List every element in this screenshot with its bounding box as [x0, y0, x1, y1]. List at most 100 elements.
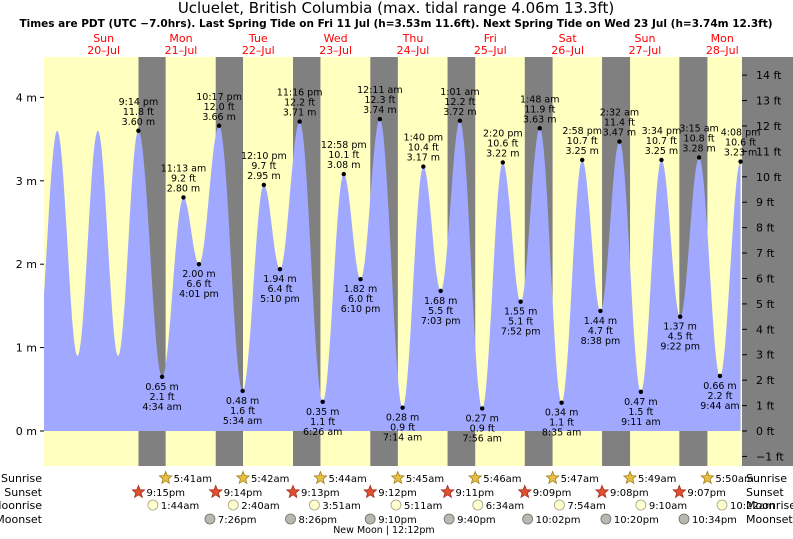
sunrise-event: 5:45am: [390, 470, 444, 485]
moonset-time: 10:20pm: [614, 515, 659, 526]
tide-label-line: 1.1 ft: [549, 418, 574, 429]
tide-label-line: 10.4 ft: [408, 143, 439, 154]
day-date: 23–Jul: [319, 44, 352, 57]
sunset-icon: [363, 484, 378, 499]
tide-label-line: 9:22 pm: [660, 342, 700, 353]
tide-label-line: 3.71 m: [283, 108, 316, 119]
tide-label-line: 6:26 am: [303, 427, 342, 438]
moonset-icon: [204, 513, 216, 525]
tide-dot: [136, 128, 141, 133]
tide-label-line: 11:13 am: [161, 163, 206, 174]
day-name: Thu: [402, 32, 424, 45]
sunset-event: 9:11pm: [440, 484, 494, 499]
tide-label-line: 6.4 ft: [267, 284, 292, 295]
tide-label-line: 3.25 m: [645, 146, 678, 157]
moonrise-time: 2:40am: [241, 501, 279, 512]
tide-label-line: 10.1 ft: [328, 150, 359, 161]
tide-label-line: 0.27 m: [465, 413, 498, 424]
right-tick-label: 5 ft: [756, 298, 775, 311]
right-tick-label: −1 ft: [756, 450, 784, 463]
high-tide-point: 11:13 am9.2 ft2.80 m: [161, 163, 206, 200]
low-tide-point: 0.48 m1.6 ft5:34 am: [223, 388, 262, 427]
low-tide-point: 1.94 m6.4 ft5:10 pm: [260, 267, 300, 305]
day-date: 25–Jul: [474, 44, 507, 57]
right-tick-label: 2 ft: [756, 374, 775, 387]
tide-dot: [537, 126, 542, 131]
sunset-icon: [208, 484, 223, 499]
tide-label-line: 2:58 pm: [562, 126, 602, 137]
tide-label-line: 3.25 m: [565, 146, 598, 157]
tide-label-line: 5.5 ft: [428, 306, 453, 317]
tide-label-line: 12.2 ft: [444, 97, 475, 108]
tide-label-line: 11.4 ft: [604, 118, 635, 129]
moonset-event: 10:20pm: [600, 513, 659, 526]
tide-label-line: 3.17 m: [407, 153, 440, 164]
low-tide-point: 0.34 m1.1 ft8:35 am: [542, 400, 581, 439]
tide-dot: [580, 157, 585, 163]
tide-dot: [500, 160, 506, 165]
right-tick-label: 9 ft: [756, 196, 775, 209]
tide-label-line: 8:35 am: [542, 428, 581, 439]
moonset-time: 9:10pm: [378, 515, 417, 526]
tide-label-line: 10.7 ft: [567, 136, 598, 147]
tide-label-line: 12:58 pm: [321, 140, 367, 151]
tide-label-line: 9:14 pm: [119, 97, 159, 108]
tide-dot: [358, 277, 363, 282]
sunrise-icon: [467, 470, 483, 485]
low-tide-point: 0.47 m1.5 ft9:11 am: [621, 389, 661, 428]
sunset-icon: [594, 484, 610, 499]
tide-label-line: 12:10 pm: [241, 151, 287, 162]
low-tide-point: 2.00 m6.6 ft4:01 pm: [179, 262, 219, 300]
tide-label-line: 1:48 am: [520, 94, 559, 105]
tide-label-line: 1.68 m: [424, 296, 457, 307]
sunset-event: 9:07pm: [672, 484, 726, 499]
sunset-time: 9:07pm: [687, 488, 726, 499]
sunset-icon: [517, 484, 533, 499]
tide-dot: [320, 399, 325, 405]
moonrise-icon: [390, 499, 402, 511]
low-tide-point: 1.82 m6.0 ft6:10 pm: [341, 277, 380, 315]
tide-dot: [738, 159, 743, 164]
tide-label-line: 4.7 ft: [588, 326, 613, 337]
new-moon-label: New Moon | 12:12pm: [333, 525, 435, 536]
tide-label-line: 0.28 m: [386, 413, 419, 424]
tide-label-line: 2.00 m: [182, 269, 215, 280]
tide-dot: [341, 171, 346, 177]
tide-label-line: 1.94 m: [263, 274, 296, 285]
tide-label-line: 6.6 ft: [186, 279, 211, 290]
tide-label-line: 0.66 m: [703, 381, 736, 392]
moonset-time: 9:40pm: [457, 515, 496, 526]
tide-dot: [638, 389, 644, 395]
sunset-time: 9:13pm: [301, 488, 340, 499]
tide-label-line: 0.9 ft: [470, 423, 495, 434]
moonset-event: 10:34pm: [678, 513, 737, 526]
tide-label-line: 0.47 m: [624, 397, 657, 408]
tide-label-line: 3.28 m: [682, 143, 715, 154]
left-tick-label: 1 m: [16, 342, 37, 355]
right-tick-label: 6 ft: [756, 272, 775, 285]
tide-label-line: 11.8 ft: [123, 107, 154, 118]
tide-dot: [181, 195, 186, 200]
chart-subtitle: Times are PDT (UTC −7.0hrs). Last Spring…: [19, 18, 772, 30]
moonset-icon: [285, 513, 296, 525]
tide-dot: [438, 288, 443, 294]
tide-label-line: 12:11 am: [357, 85, 402, 96]
sunrise-time: 5:46am: [483, 474, 521, 485]
chart-title: Ucluelet, British Columbia (max. tidal r…: [178, 0, 614, 17]
tide-dot: [240, 388, 245, 394]
moonset-icon: [678, 513, 690, 525]
day-name: Sun: [93, 32, 114, 45]
day-name: Sun: [634, 32, 655, 45]
tide-label-line: 0.48 m: [226, 396, 259, 407]
moonrise-time: 1:44am: [161, 501, 199, 512]
sunset-time: 9:14pm: [224, 488, 263, 499]
tide-label-line: 10.6 ft: [725, 138, 756, 149]
tide-label-line: 3.23 m: [724, 148, 757, 159]
sunrise-event: 5:46am: [467, 470, 522, 485]
right-tick-label: 12 ft: [756, 120, 782, 133]
tide-dot: [696, 155, 702, 160]
high-tide-point: 12:10 pm9.7 ft2.95 m: [241, 151, 287, 188]
